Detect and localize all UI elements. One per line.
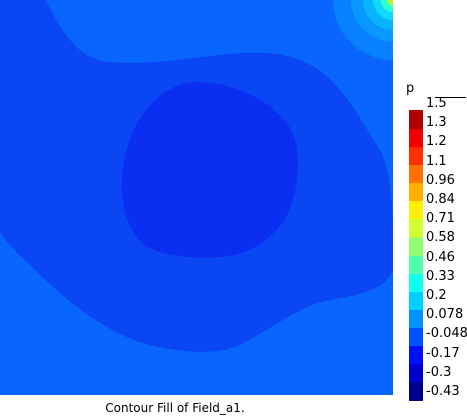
contour-plot [0,0,393,395]
colorbar-tick-label: 1.2 [426,134,447,150]
colorbar-segment [409,327,423,347]
colorbar-tick-label: 0.96 [426,172,455,188]
colorbar-segment [409,200,423,220]
colorbar-tick-label: 1.3 [426,115,447,131]
colorbar-segment [409,236,423,256]
plot-caption: Contour Fill of Field_a1. [105,401,245,415]
contour-fill-svg [0,0,393,395]
hotspot-peak [390,0,393,3]
colorbar-tick-label: 0.33 [426,268,455,284]
colorbar-segment [409,110,423,129]
colorbar-tick-label: 0.078 [426,307,464,323]
colorbar-segment [409,273,423,292]
colorbar-tick-label: -0.048 [426,326,467,342]
colorbar-tick-label: 0.2 [426,288,447,303]
colorbar-tick-label: 1.1 [426,153,447,169]
colorbar [409,110,423,401]
colorbar-tick-label: 0.46 [426,249,455,265]
colorbar-tick-label: 0.58 [426,230,455,246]
colorbar-tick-label: -0.17 [426,345,460,361]
colorbar-title: p [406,81,415,96]
colorbar-segment [409,255,423,274]
colorbar-title-underline [435,97,466,98]
colorbar-tick-label: 0.84 [426,192,455,207]
colorbar-segment [409,345,423,365]
contour-level-low [121,82,299,258]
colorbar-tick-label: -0.3 [426,364,452,380]
colorbar-segment [409,291,423,310]
colorbar-tick-label: -0.43 [426,384,460,399]
colorbar-segment [409,164,423,183]
colorbar-segment [409,381,423,401]
colorbar-tick-label: 0.71 [426,211,455,227]
colorbar-tick-label: 1.5 [426,96,447,111]
colorbar-segment [409,182,423,202]
colorbar-segment [409,146,423,165]
colorbar-segment [409,363,423,383]
colorbar-segment [409,309,423,328]
colorbar-segment [409,218,423,238]
colorbar-segment [409,128,423,147]
